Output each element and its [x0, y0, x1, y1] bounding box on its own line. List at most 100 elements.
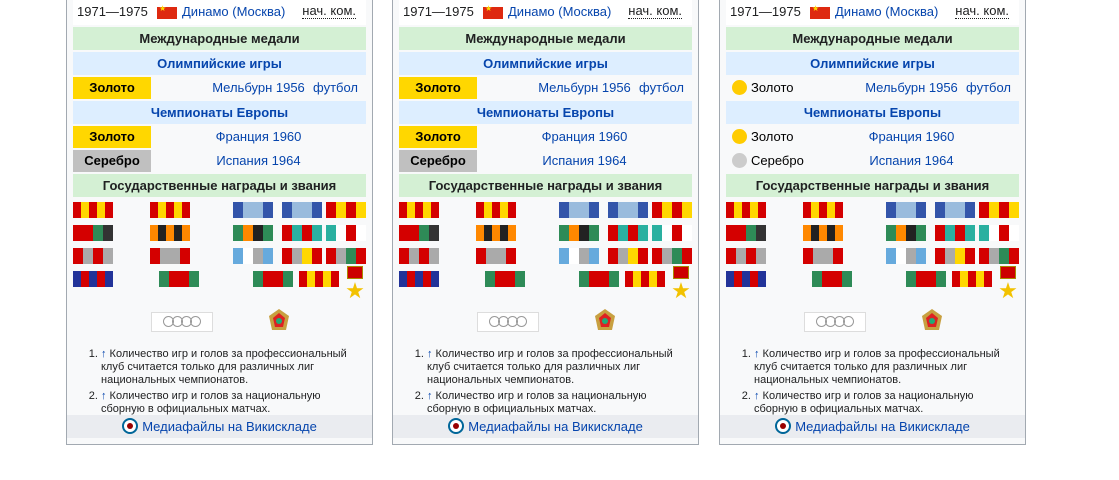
award-ribbon[interactable] [726, 225, 766, 241]
commons-label[interactable]: Медиафайлы на Викискладе [468, 419, 643, 434]
award-ribbon[interactable] [73, 202, 113, 218]
award-ribbon[interactable] [399, 225, 439, 241]
sport-link[interactable]: футбол [639, 80, 684, 95]
award-ribbon[interactable] [485, 271, 525, 287]
header-olympics[interactable]: Олимпийские игры [726, 52, 1019, 75]
award-ribbon[interactable] [803, 248, 843, 264]
hero-star-icon[interactable]: ★ [997, 266, 1019, 306]
award-ribbon[interactable] [253, 271, 293, 287]
ussr-badge-icon[interactable] [267, 308, 291, 334]
award-ribbon[interactable] [952, 271, 992, 287]
euro-place-link[interactable]: Испания 1964 [216, 153, 301, 168]
olympic-place-link[interactable]: Мельбурн 1956 [538, 80, 631, 95]
header-euro[interactable]: Чемпионаты Европы [73, 101, 366, 124]
commons-link[interactable]: Медиафайлы на Викискладе [67, 415, 372, 438]
ussr-badge-icon[interactable] [593, 308, 617, 334]
footnote-backlink[interactable]: ↑ [754, 390, 760, 402]
sport-link[interactable]: футбол [966, 80, 1011, 95]
award-ribbon[interactable] [726, 248, 766, 264]
footnote-backlink[interactable]: ↑ [754, 348, 760, 360]
award-ribbon[interactable] [906, 271, 946, 287]
award-ribbon[interactable] [935, 248, 975, 264]
award-ribbon[interactable] [282, 248, 322, 264]
award-ribbon[interactable] [935, 202, 975, 218]
award-ribbon[interactable] [726, 271, 766, 287]
award-ribbon[interactable] [476, 248, 516, 264]
award-ribbon[interactable] [73, 271, 113, 287]
award-ribbon[interactable] [886, 202, 926, 218]
header-euro[interactable]: Чемпионаты Европы [726, 101, 1019, 124]
award-ribbon[interactable] [652, 248, 692, 264]
award-ribbon[interactable] [803, 225, 843, 241]
header-olympics[interactable]: Олимпийские игры [399, 52, 692, 75]
award-ribbon[interactable] [326, 202, 366, 218]
sport-link[interactable]: футбол [313, 80, 358, 95]
olympic-place-link[interactable]: Мельбурн 1956 [865, 80, 958, 95]
footnote-backlink[interactable]: ↑ [101, 390, 107, 402]
award-ribbon[interactable] [979, 202, 1019, 218]
award-ribbon[interactable] [886, 248, 926, 264]
header-olympics[interactable]: Олимпийские игры [73, 52, 366, 75]
award-ribbon[interactable] [652, 202, 692, 218]
olympic-rings-icon[interactable] [804, 312, 866, 332]
commons-label[interactable]: Медиафайлы на Викискладе [795, 419, 970, 434]
award-ribbon[interactable] [150, 202, 190, 218]
award-ribbon[interactable] [476, 225, 516, 241]
ussr-badge-icon[interactable] [920, 308, 944, 334]
commons-label[interactable]: Медиафайлы на Викискладе [142, 419, 317, 434]
award-ribbon[interactable] [608, 225, 648, 241]
award-ribbon[interactable] [233, 225, 273, 241]
award-ribbon[interactable] [652, 225, 692, 241]
role-abbr[interactable]: нач. ком. [955, 3, 1009, 19]
olympic-rings-icon[interactable] [477, 312, 539, 332]
award-ribbon[interactable] [979, 225, 1019, 241]
award-ribbon[interactable] [476, 202, 516, 218]
olympic-place-link[interactable]: Мельбурн 1956 [212, 80, 305, 95]
award-ribbon[interactable] [803, 202, 843, 218]
euro-place-link[interactable]: Франция 1960 [868, 129, 955, 144]
role-abbr[interactable]: нач. ком. [628, 3, 682, 19]
award-ribbon[interactable] [282, 225, 322, 241]
award-ribbon[interactable] [233, 248, 273, 264]
club-link[interactable]: Динамо (Москва) [835, 4, 939, 19]
award-ribbon[interactable] [935, 225, 975, 241]
award-ribbon[interactable] [559, 225, 599, 241]
award-ribbon[interactable] [608, 202, 648, 218]
award-ribbon[interactable] [159, 271, 199, 287]
award-ribbon[interactable] [150, 248, 190, 264]
hero-star-icon[interactable]: ★ [344, 266, 366, 306]
club-link[interactable]: Динамо (Москва) [508, 4, 612, 19]
award-ribbon[interactable] [812, 271, 852, 287]
award-ribbon[interactable] [233, 202, 273, 218]
award-ribbon[interactable] [608, 248, 648, 264]
award-ribbon[interactable] [73, 248, 113, 264]
award-ribbon[interactable] [399, 202, 439, 218]
award-ribbon[interactable] [326, 248, 366, 264]
header-euro[interactable]: Чемпионаты Европы [399, 101, 692, 124]
award-ribbon[interactable] [886, 225, 926, 241]
club-link[interactable]: Динамо (Москва) [182, 4, 286, 19]
commons-link[interactable]: Медиафайлы на Викискладе [720, 415, 1025, 438]
award-ribbon[interactable] [399, 248, 439, 264]
award-ribbon[interactable] [326, 225, 366, 241]
olympic-rings-icon[interactable] [151, 312, 213, 332]
footnote-backlink[interactable]: ↑ [101, 348, 107, 360]
hero-star-icon[interactable]: ★ [670, 266, 692, 306]
award-ribbon[interactable] [559, 202, 599, 218]
award-ribbon[interactable] [399, 271, 439, 287]
award-ribbon[interactable] [73, 225, 113, 241]
award-ribbon[interactable] [282, 202, 322, 218]
euro-place-link[interactable]: Франция 1960 [215, 129, 302, 144]
award-ribbon[interactable] [579, 271, 619, 287]
commons-link[interactable]: Медиафайлы на Викискладе [393, 415, 698, 438]
award-ribbon[interactable] [559, 248, 599, 264]
award-ribbon[interactable] [625, 271, 665, 287]
euro-place-link[interactable]: Испания 1964 [869, 153, 954, 168]
award-ribbon[interactable] [150, 225, 190, 241]
footnote-backlink[interactable]: ↑ [427, 390, 433, 402]
award-ribbon[interactable] [726, 202, 766, 218]
euro-place-link[interactable]: Испания 1964 [542, 153, 627, 168]
award-ribbon[interactable] [299, 271, 339, 287]
footnote-backlink[interactable]: ↑ [427, 348, 433, 360]
role-abbr[interactable]: нач. ком. [302, 3, 356, 19]
